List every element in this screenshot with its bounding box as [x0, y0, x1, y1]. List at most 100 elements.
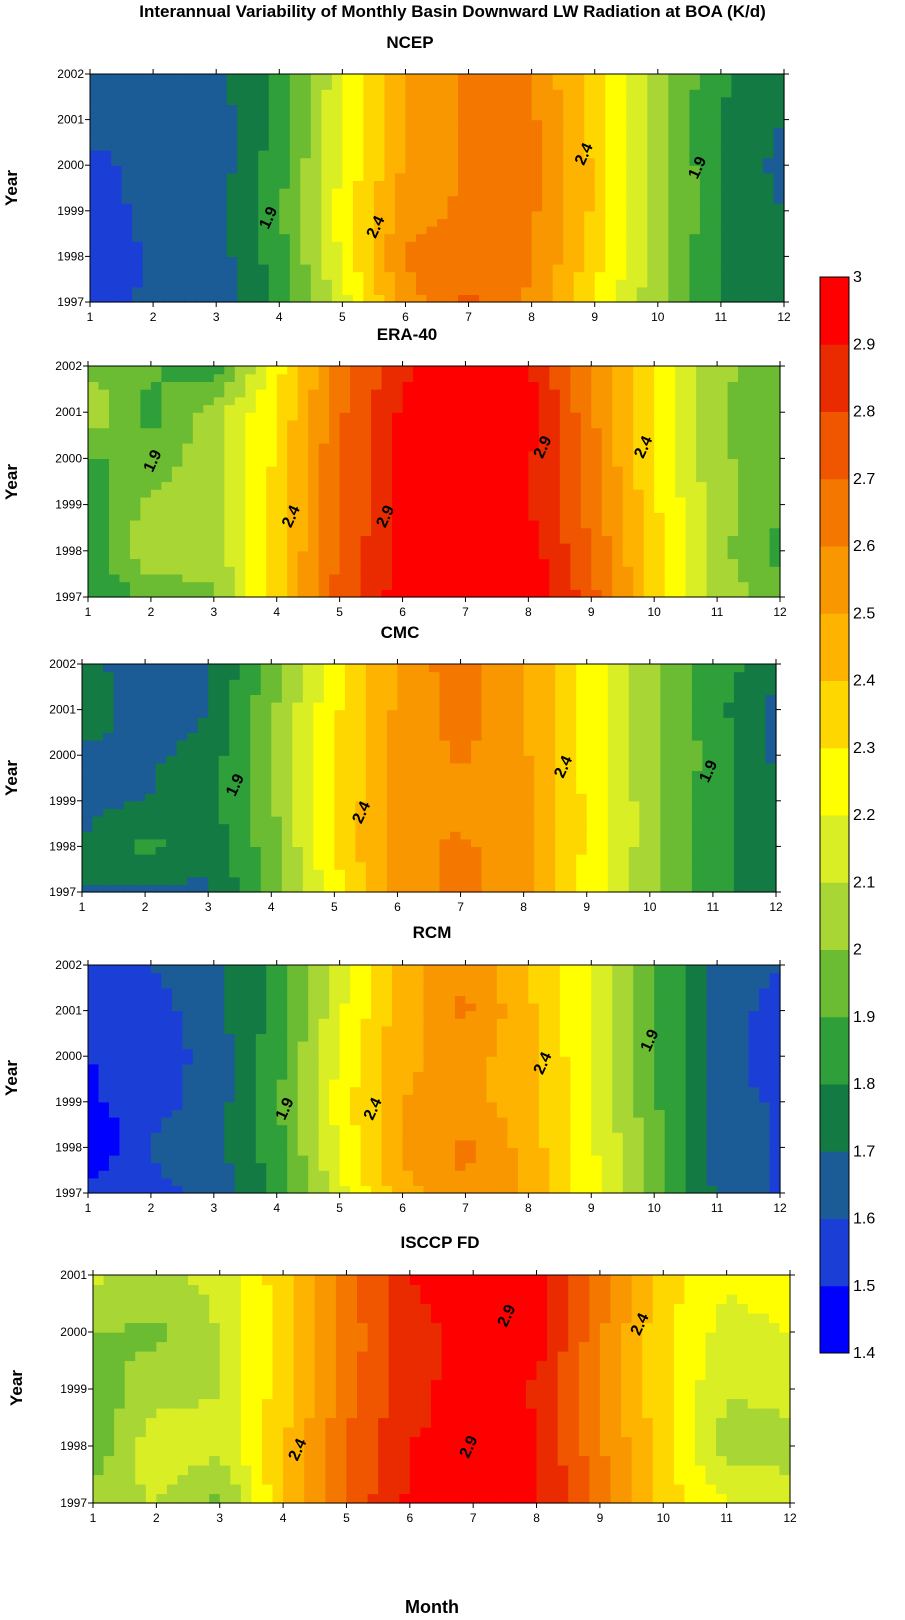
- heatmap-cell: [670, 884, 682, 893]
- heatmap-cell: [521, 150, 533, 159]
- heatmap-cell: [153, 210, 165, 219]
- heatmap-cell: [471, 884, 483, 893]
- heatmap-cell: [371, 535, 383, 544]
- heatmap-cell: [706, 489, 718, 498]
- heatmap-cell: [748, 366, 760, 375]
- heatmap-cell: [496, 466, 508, 475]
- heatmap-cell: [647, 241, 659, 250]
- heatmap-cell: [145, 869, 157, 878]
- heatmap-cell: [300, 294, 312, 303]
- heatmap-cell: [405, 210, 417, 219]
- heatmap-cell: [678, 180, 690, 189]
- heatmap-cell: [538, 435, 550, 444]
- heatmap-cell: [738, 450, 750, 459]
- heatmap-cell: [584, 119, 596, 128]
- heatmap-cell: [633, 512, 645, 521]
- heatmap-cell: [510, 241, 522, 250]
- heatmap-cell: [727, 381, 739, 390]
- heatmap-cell: [113, 793, 125, 802]
- heatmap-cell: [636, 256, 648, 265]
- heatmap-cell: [140, 373, 152, 382]
- heatmap-cell: [458, 233, 470, 242]
- heatmap-cell: [660, 861, 672, 870]
- heatmap-cell: [731, 286, 743, 295]
- x-tick-label: 5: [339, 310, 346, 324]
- heatmap-cell: [591, 373, 603, 382]
- heatmap-cell: [119, 427, 131, 436]
- heatmap-cell: [601, 550, 613, 560]
- heatmap-cell: [657, 104, 669, 113]
- heatmap-cell: [517, 466, 529, 475]
- heatmap-cell: [271, 800, 283, 809]
- heatmap-cell: [197, 838, 209, 847]
- heatmap-cell: [689, 188, 701, 197]
- heatmap-cell: [639, 884, 651, 893]
- heatmap-cell: [727, 489, 739, 498]
- heatmap-cell: [134, 854, 146, 863]
- heatmap-cell: [121, 248, 133, 257]
- heatmap-cell: [727, 419, 739, 429]
- heatmap-cell: [475, 466, 488, 475]
- heatmap-cell: [318, 419, 330, 429]
- heatmap-cell: [174, 210, 186, 219]
- heatmap-cell: [439, 800, 451, 809]
- heatmap-cell: [224, 496, 236, 506]
- heatmap-cell: [479, 195, 491, 204]
- heatmap-cell: [475, 435, 488, 444]
- heatmap-cell: [649, 846, 661, 855]
- heatmap-cell: [103, 869, 115, 878]
- heatmap-cell: [182, 566, 194, 575]
- heatmap-cell: [762, 172, 775, 181]
- heatmap-cell: [331, 112, 343, 121]
- heatmap-cell: [297, 419, 309, 429]
- heatmap-cell: [255, 458, 267, 467]
- heatmap-cell: [601, 489, 613, 498]
- heatmap-cell: [773, 195, 785, 204]
- heatmap-cell: [489, 142, 501, 151]
- heatmap-cell: [458, 241, 470, 250]
- heatmap-cell: [754, 808, 767, 817]
- heatmap-cell: [733, 854, 746, 863]
- heatmap-cell: [727, 373, 739, 382]
- heatmap-cell: [717, 435, 729, 444]
- heatmap-cell: [458, 264, 470, 273]
- heatmap-cell: [321, 165, 333, 174]
- heatmap-cell: [329, 512, 341, 521]
- heatmap-cell: [563, 150, 575, 159]
- heatmap-cell: [213, 520, 225, 529]
- heatmap-cell: [573, 286, 585, 295]
- heatmap-cell: [660, 838, 672, 847]
- heatmap-cell: [549, 581, 561, 590]
- heatmap-cell: [405, 89, 417, 98]
- heatmap-cell: [268, 188, 280, 197]
- heatmap-cell: [90, 127, 102, 136]
- heatmap-cell: [699, 104, 711, 113]
- heatmap-cell: [121, 157, 133, 166]
- heatmap-cell: [748, 535, 760, 544]
- heatmap-cell: [321, 134, 333, 143]
- heatmap-cell: [502, 793, 514, 802]
- heatmap-cell: [580, 419, 592, 429]
- heatmap-cell: [444, 496, 456, 506]
- heatmap-cell: [100, 233, 112, 242]
- heatmap-cell: [565, 816, 577, 825]
- heatmap-cell: [454, 396, 467, 406]
- heatmap-cell: [321, 188, 333, 197]
- heatmap-cell: [171, 535, 183, 544]
- heatmap-cell: [360, 443, 372, 452]
- heatmap-cell: [573, 127, 585, 136]
- heatmap-cell: [741, 96, 754, 105]
- heatmap-cell: [224, 566, 236, 575]
- heatmap-cell: [496, 427, 508, 436]
- heatmap-cell: [437, 112, 449, 121]
- heatmap-cell: [339, 389, 351, 398]
- heatmap-cell: [685, 404, 697, 413]
- heatmap-cell: [258, 180, 270, 189]
- heatmap-cell: [454, 458, 467, 467]
- heatmap-cell: [622, 504, 634, 513]
- heatmap-cell: [334, 816, 346, 825]
- heatmap-cell: [129, 489, 142, 498]
- heatmap-cell: [237, 203, 249, 212]
- heatmap-cell: [678, 248, 690, 257]
- heatmap-cell: [289, 104, 301, 113]
